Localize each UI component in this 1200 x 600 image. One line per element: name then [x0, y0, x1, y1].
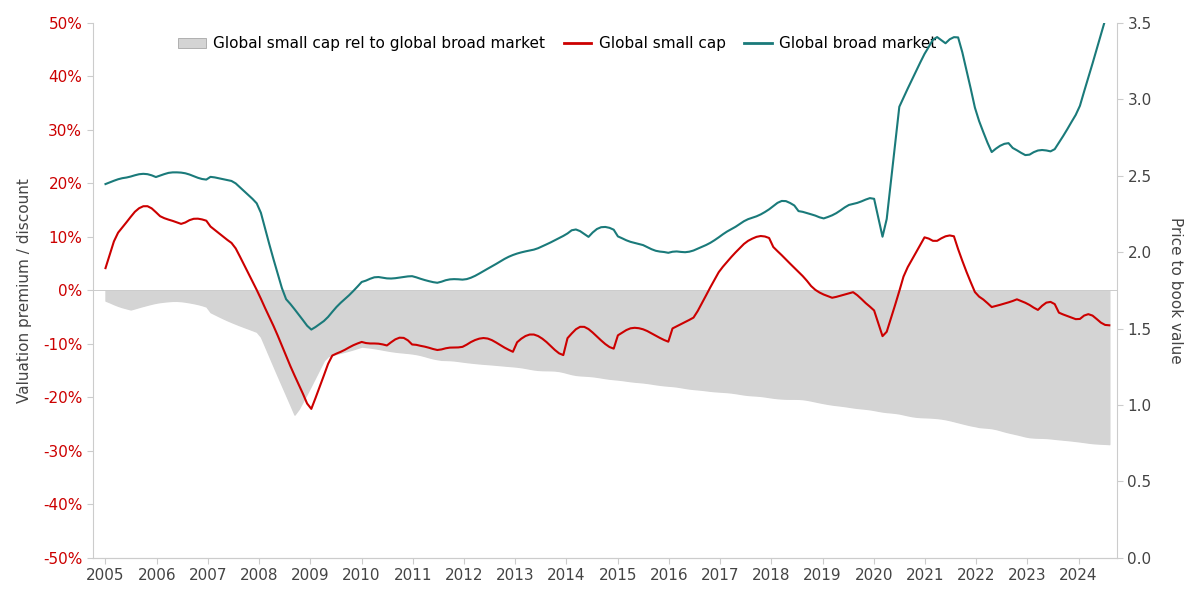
- Y-axis label: Valuation premium / discount: Valuation premium / discount: [17, 178, 31, 403]
- Legend: Global small cap rel to global broad market, Global small cap, Global broad mark: Global small cap rel to global broad mar…: [172, 31, 943, 58]
- Y-axis label: Price to book value: Price to book value: [1169, 217, 1183, 364]
